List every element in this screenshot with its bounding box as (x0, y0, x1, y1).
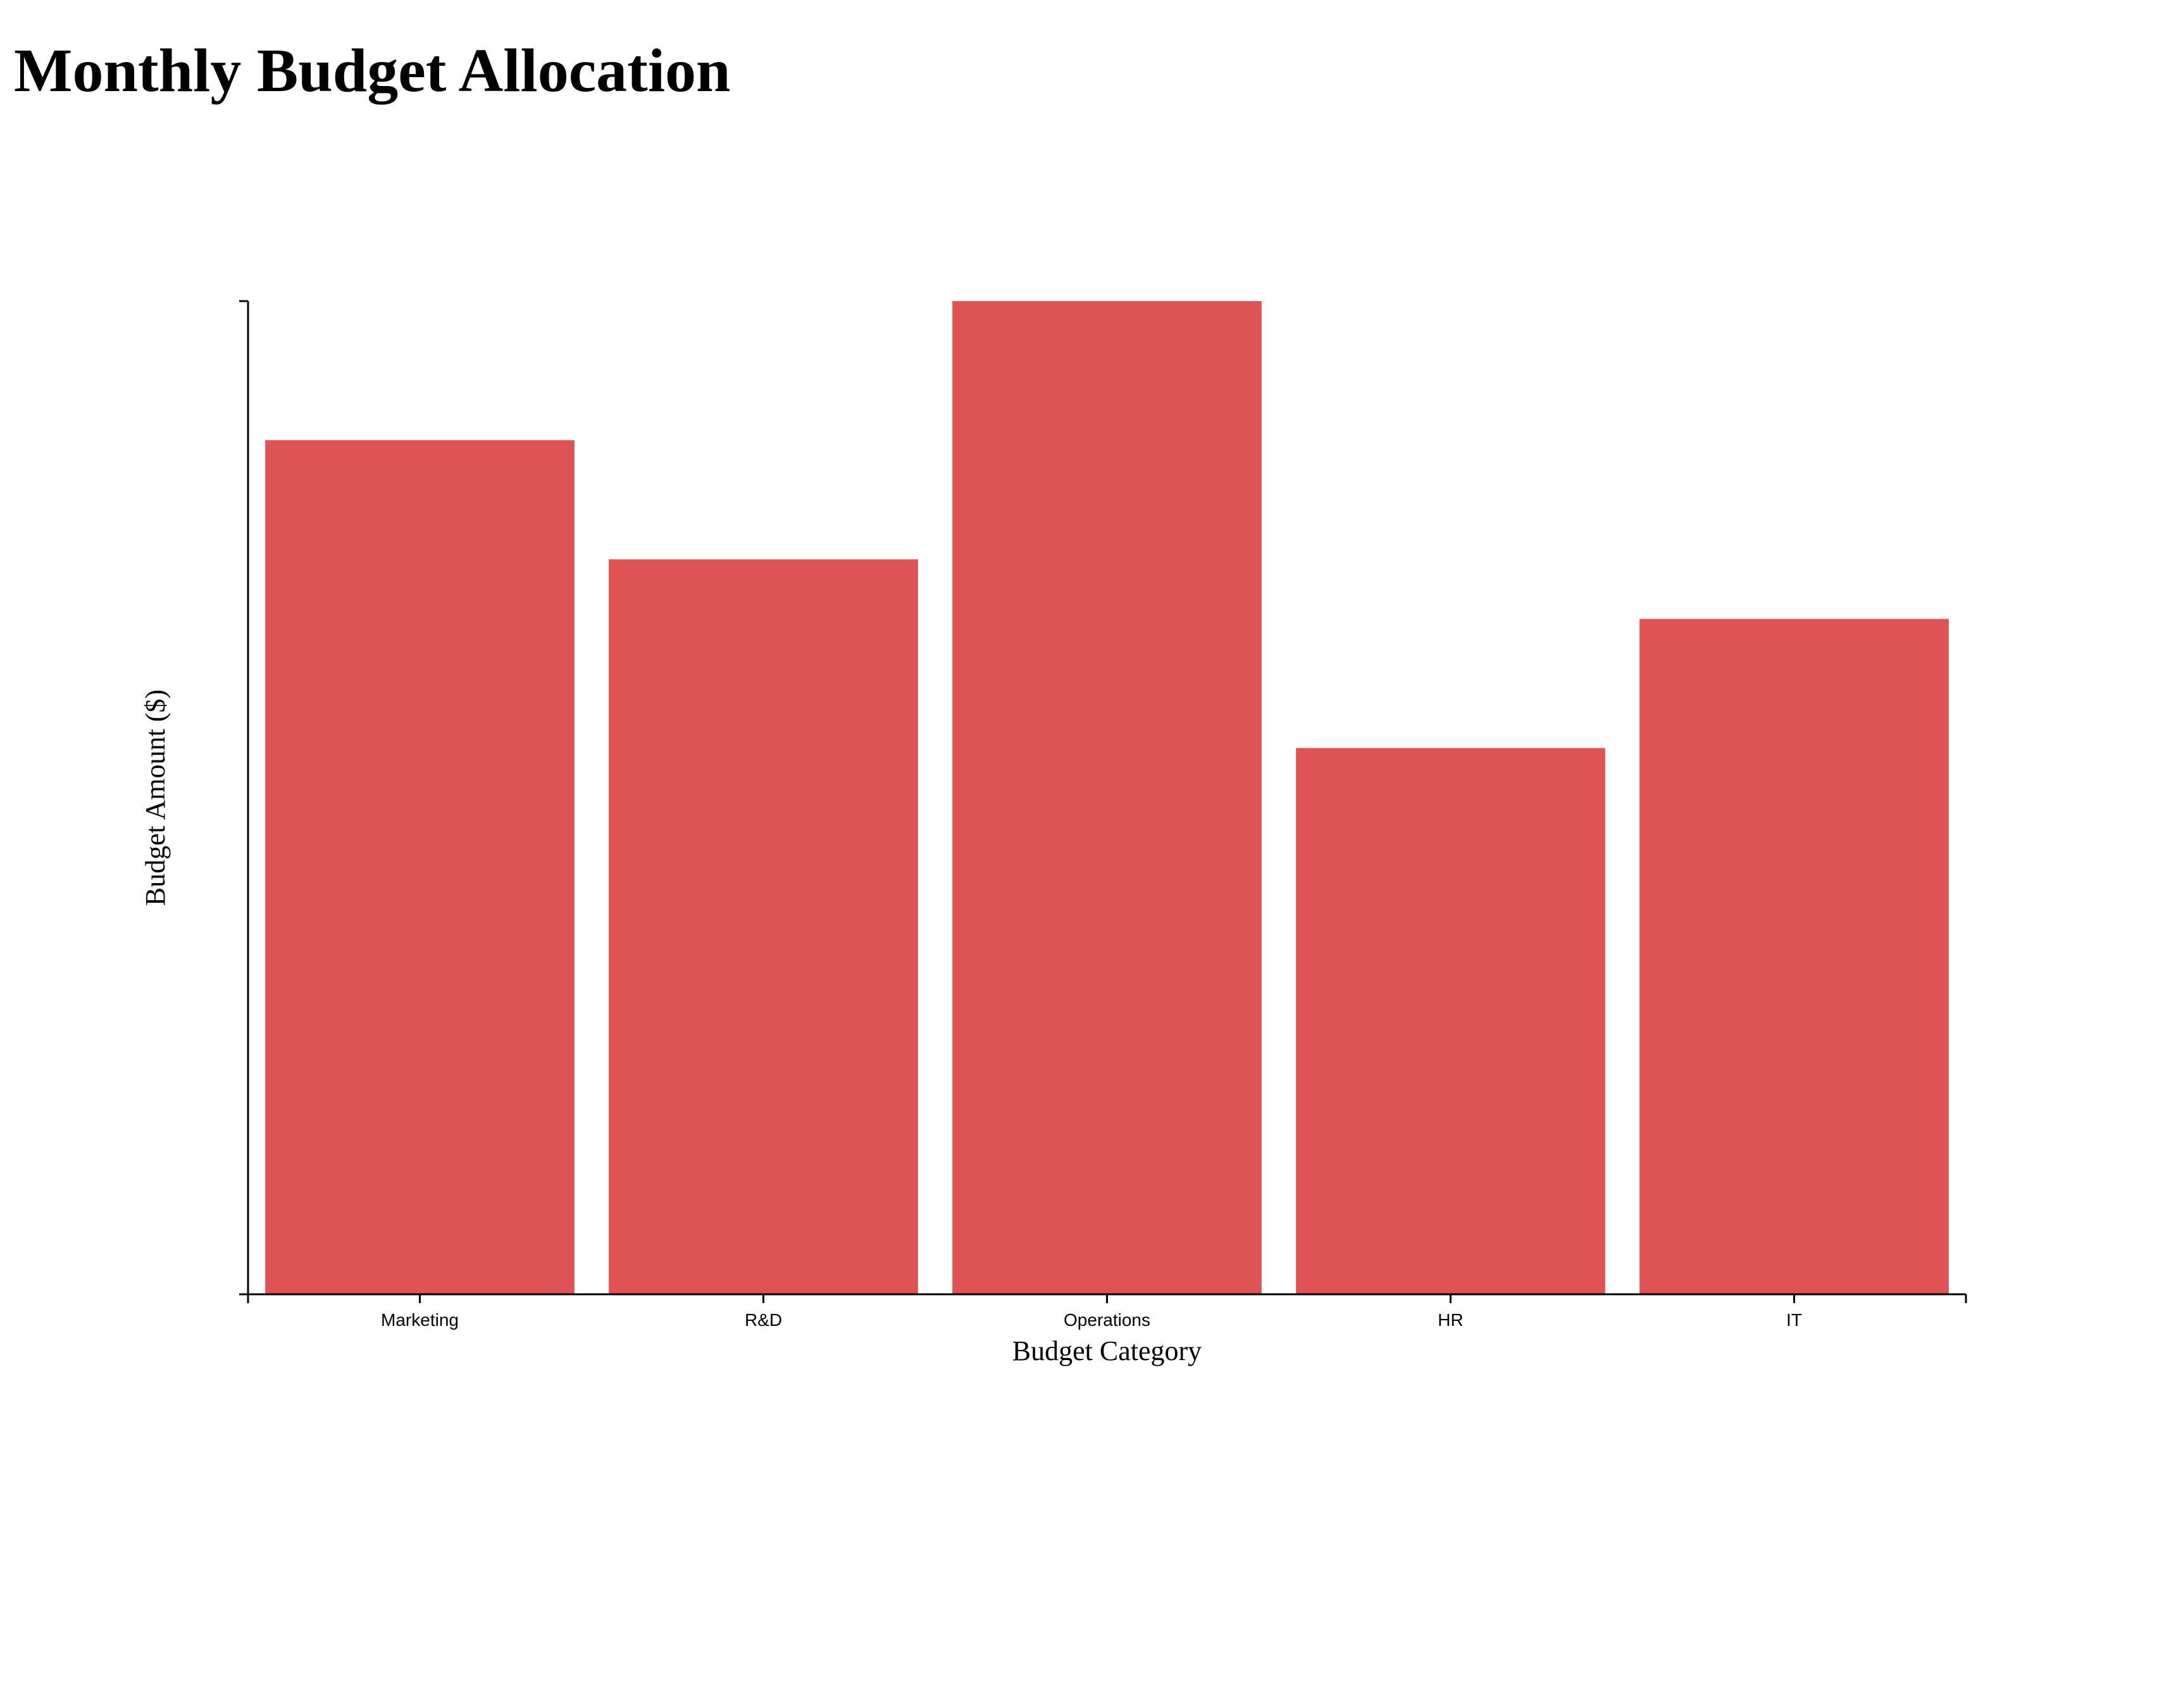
bar-hr (1296, 748, 1605, 1294)
bar-r-d (609, 559, 918, 1295)
x-tick-label-it: IT (1786, 1310, 1802, 1330)
x-tick-label-marketing: Marketing (381, 1310, 459, 1330)
bar-operations (952, 301, 1262, 1294)
x-axis-title: Budget Category (1012, 1335, 1202, 1366)
x-tick-label-operations: Operations (1064, 1310, 1150, 1330)
bars-group (265, 301, 1949, 1295)
y-ticks-group (239, 300, 248, 1296)
bar-it (1639, 619, 1949, 1294)
x-tick-label-r-d: R&D (745, 1310, 782, 1330)
bar-marketing (265, 440, 575, 1294)
x-tick-label-hr: HR (1438, 1310, 1463, 1330)
y-axis-title: Budget Amount ($) (140, 690, 171, 906)
x-ticks-group: Marketing R&D Operations HR IT (247, 1294, 1967, 1330)
page-title: Monthly Budget Allocation (14, 37, 731, 105)
